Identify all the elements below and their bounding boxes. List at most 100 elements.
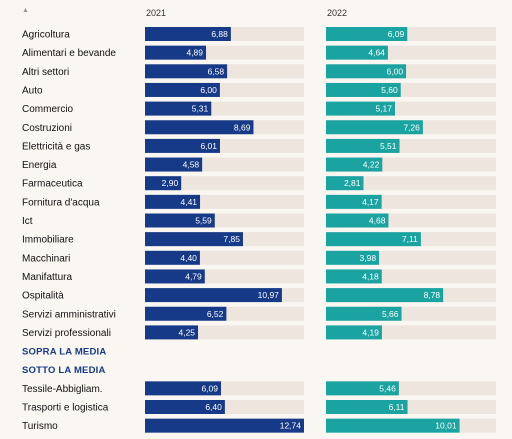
bar-2021 bbox=[145, 138, 221, 153]
value-label-2022: 10,01 bbox=[435, 421, 457, 431]
value-label-2021: 7,85 bbox=[223, 234, 240, 244]
value-label-2021: 6,58 bbox=[208, 66, 225, 76]
category-label: Commercio bbox=[22, 104, 74, 115]
bar-2022 bbox=[326, 64, 407, 79]
bar-2021 bbox=[145, 250, 200, 265]
bar-2021 bbox=[145, 82, 220, 97]
bar-2022 bbox=[326, 176, 364, 191]
value-label-2021: 4,40 bbox=[180, 253, 197, 263]
bar-track-2022 bbox=[326, 176, 496, 191]
value-label-2022: 4,64 bbox=[368, 48, 385, 58]
category-label: Energia bbox=[22, 160, 57, 171]
value-label-2022: 4,22 bbox=[363, 160, 380, 170]
bar-2022 bbox=[326, 250, 380, 265]
category-label: Alimentari e bevande bbox=[22, 48, 116, 59]
bar-2022 bbox=[326, 120, 423, 135]
bar-2022 bbox=[326, 82, 401, 97]
value-label-2022: 6,11 bbox=[389, 402, 405, 412]
value-label-2021: 6,09 bbox=[201, 383, 218, 393]
bar-2021 bbox=[145, 45, 207, 60]
value-label-2022: 5,17 bbox=[375, 104, 392, 114]
category-label: Ict bbox=[22, 216, 33, 227]
bar-2022 bbox=[326, 232, 421, 247]
value-label-2021: 10,97 bbox=[258, 290, 280, 300]
bar-2022 bbox=[326, 45, 388, 60]
category-label: Immobiliare bbox=[22, 235, 74, 246]
bar-2022 bbox=[326, 381, 399, 396]
bar-2021 bbox=[145, 325, 199, 340]
value-label-2022: 5,46 bbox=[379, 383, 396, 393]
bar-2021 bbox=[145, 269, 205, 284]
value-label-2021: 6,00 bbox=[200, 85, 217, 95]
bar-2022 bbox=[326, 325, 382, 340]
category-label: Macchinari bbox=[22, 253, 70, 264]
category-label: Servizi amministrativi bbox=[22, 309, 116, 320]
value-label-2022: 4,18 bbox=[362, 271, 379, 281]
bar-2022 bbox=[326, 157, 383, 172]
bar-2021 bbox=[145, 418, 304, 433]
category-label: Agricoltura bbox=[22, 30, 70, 41]
value-label-2022: 7,26 bbox=[403, 122, 420, 132]
value-label-2022: 5,60 bbox=[381, 85, 398, 95]
value-label-2021: 4,79 bbox=[185, 271, 202, 281]
bar-2022 bbox=[326, 101, 395, 116]
category-label: Elettricità e gas bbox=[22, 141, 90, 152]
value-label-2021: 12,74 bbox=[280, 421, 302, 431]
value-label-2022: 4,17 bbox=[362, 197, 379, 207]
value-label-2022: 7,11 bbox=[402, 234, 418, 244]
value-label-2022: 4,19 bbox=[362, 327, 379, 337]
bar-2021 bbox=[145, 213, 215, 228]
column-header-2021: 2021 bbox=[146, 8, 167, 18]
value-label-2021: 5,59 bbox=[195, 216, 212, 226]
bar-2021 bbox=[145, 176, 182, 191]
category-label: Fornitura d'acqua bbox=[22, 197, 100, 208]
bar-2022 bbox=[326, 269, 382, 284]
section-label: SOTTO LA MEDIA bbox=[22, 365, 106, 376]
value-label-2022: 5,66 bbox=[382, 309, 399, 319]
bar-2021 bbox=[145, 64, 228, 79]
category-label: Farmaceutica bbox=[22, 179, 83, 190]
value-label-2022: 3,98 bbox=[360, 253, 377, 263]
value-label-2021: 8,69 bbox=[234, 122, 251, 132]
bar-2022 bbox=[326, 418, 460, 433]
value-label-2021: 2,90 bbox=[162, 178, 179, 188]
bar-2022 bbox=[326, 138, 400, 153]
bar-2021 bbox=[145, 381, 222, 396]
bar-2021 bbox=[145, 194, 201, 209]
bar-track-2021 bbox=[145, 176, 304, 191]
bar-2021 bbox=[145, 27, 231, 41]
value-label-2022: 6,09 bbox=[388, 29, 405, 39]
bar-2021 bbox=[145, 400, 225, 414]
sort-ascending-icon[interactable]: ▲ bbox=[22, 7, 29, 14]
bar-2021 bbox=[145, 101, 212, 116]
column-header-2022: 2022 bbox=[327, 8, 348, 18]
value-label-2021: 4,41 bbox=[180, 197, 197, 207]
bar-2022 bbox=[326, 400, 408, 414]
value-label-2021: 6,88 bbox=[211, 29, 228, 39]
value-label-2022: 6,00 bbox=[387, 66, 404, 76]
section-label: SOPRA LA MEDIA bbox=[22, 347, 106, 358]
bar-2021 bbox=[145, 232, 243, 247]
category-label: Turismo bbox=[22, 421, 58, 432]
value-label-2022: 2,81 bbox=[344, 178, 361, 188]
value-label-2021: 6,40 bbox=[205, 402, 222, 412]
value-label-2021: 6,52 bbox=[207, 309, 224, 319]
bar-2021 bbox=[145, 120, 254, 135]
category-label: Costruzioni bbox=[22, 123, 72, 134]
category-label: Trasporti e logistica bbox=[22, 403, 109, 414]
category-label: Ospitalità bbox=[22, 291, 64, 302]
value-label-2021: 4,58 bbox=[183, 160, 200, 170]
value-label-2021: 4,25 bbox=[178, 327, 195, 337]
value-label-2022: 5,51 bbox=[380, 141, 397, 151]
value-label-2021: 5,31 bbox=[192, 104, 209, 114]
bar-2022 bbox=[326, 306, 402, 321]
bar-2021 bbox=[145, 157, 203, 172]
value-label-2022: 8,78 bbox=[424, 290, 441, 300]
bar-2021 bbox=[145, 288, 282, 303]
value-label-2021: 4,89 bbox=[186, 48, 203, 58]
bar-2022 bbox=[326, 288, 444, 303]
value-label-2022: 4,68 bbox=[369, 216, 386, 226]
bar-2022 bbox=[326, 194, 382, 209]
bar-2021 bbox=[145, 306, 227, 321]
